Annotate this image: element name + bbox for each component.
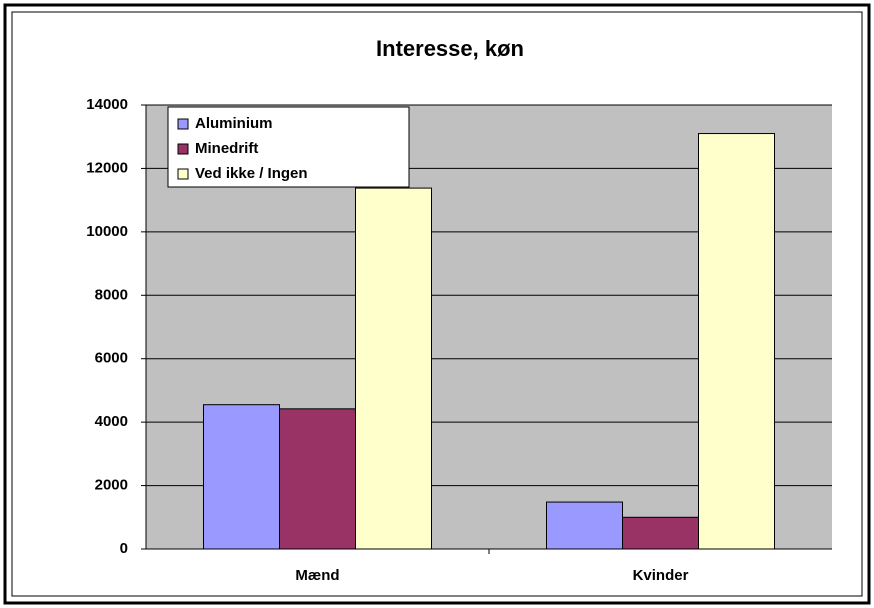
legend-swatch (177, 118, 189, 130)
x-tick-label: Mænd (295, 567, 339, 584)
legend-label: Minedrift (195, 140, 258, 157)
bar (355, 187, 432, 550)
y-tick-label: 14000 (86, 96, 128, 113)
chart-title: Interesse, køn (376, 36, 524, 61)
legend-swatch (177, 168, 189, 180)
y-tick-label: 8000 (95, 286, 128, 303)
bar (203, 404, 280, 550)
y-tick-label: 2000 (95, 477, 128, 494)
bar (698, 133, 775, 550)
bar (279, 408, 356, 550)
legend (167, 106, 410, 188)
y-tick-label: 0 (120, 540, 128, 557)
x-tick-label: Kvinder (633, 567, 689, 584)
y-tick-label: 6000 (95, 350, 128, 367)
y-tick-label: 4000 (95, 413, 128, 430)
y-tick-label: 12000 (86, 159, 128, 176)
legend-swatch (177, 143, 189, 155)
bar (622, 516, 699, 550)
legend-label: Aluminium (195, 115, 273, 132)
bar (546, 501, 623, 550)
y-tick-label: 10000 (86, 223, 128, 240)
legend-label: Ved ikke / Ingen (195, 165, 308, 182)
